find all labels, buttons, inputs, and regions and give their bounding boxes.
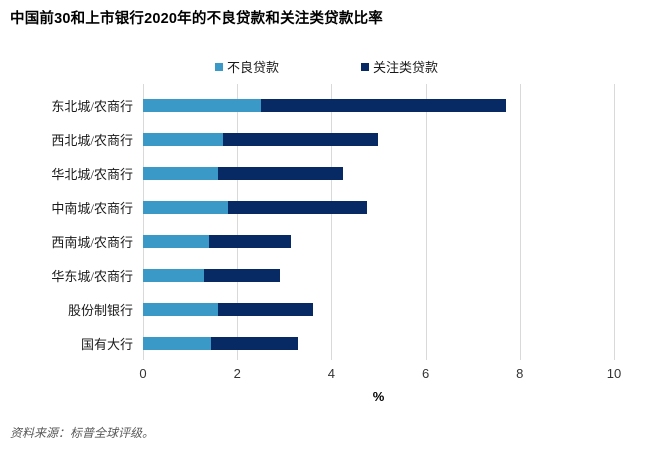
category-label: 西南城/农商行 — [51, 234, 133, 250]
legend-swatch-npl-icon — [214, 62, 223, 71]
chart-title: 中国前30和上市银行2020年的不良贷款和关注类贷款比率 — [10, 11, 383, 27]
bar-segment-special-mention — [227, 200, 367, 214]
bar-row: 华北城/农商行 — [0, 156, 653, 190]
bar-row: 东北城/农商行 — [0, 88, 653, 122]
bar-segment-npl — [143, 98, 261, 112]
bar-row: 西北城/农商行 — [0, 122, 653, 156]
category-label: 股份制银行 — [67, 302, 133, 318]
x-axis-ticks: 0 2 4 6 8 10 — [139, 366, 621, 382]
bar-segment-special-mention — [260, 98, 506, 112]
bar-segment-special-mention — [204, 268, 280, 282]
legend-label-special-mention: 关注类贷款 — [373, 60, 439, 75]
bar-track — [143, 302, 614, 316]
category-label: 华北城/农商行 — [51, 166, 133, 182]
x-tick-label: 2 — [233, 366, 241, 381]
category-label: 华东城/农商行 — [51, 268, 133, 284]
x-tick-label: 4 — [327, 366, 336, 381]
bar-track — [143, 336, 614, 350]
bar-segment-special-mention — [218, 166, 344, 180]
bar-row: 股份制银行 — [0, 292, 653, 326]
bar-track — [143, 234, 614, 248]
bar-segment-special-mention — [218, 302, 313, 316]
x-axis-label: % — [372, 389, 385, 404]
bar-track — [143, 268, 614, 282]
plot-area: 东北城/农商行 西北城/农商行 华北城/农商行 中南城/农商行 西南城/农商行 华东城/农… — [0, 84, 653, 404]
gridline — [614, 84, 615, 360]
bar-segment-npl — [143, 234, 209, 248]
bar-track — [143, 132, 614, 146]
x-tick-label: 10 — [606, 366, 622, 381]
category-label: 东北城/农商行 — [51, 98, 133, 114]
bar-row: 华东城/农商行 — [0, 258, 653, 292]
bar-row: 西南城/农商行 — [0, 224, 653, 258]
x-tick-label: 0 — [139, 366, 147, 381]
x-tick-label: 8 — [516, 366, 524, 381]
bar-track — [143, 166, 614, 180]
bar-segment-npl — [143, 302, 219, 316]
category-label: 中南城/农商行 — [51, 200, 133, 216]
bar-track — [143, 98, 614, 112]
bar-segment-special-mention — [223, 132, 379, 146]
gridline — [519, 84, 521, 360]
bar-segment-special-mention — [211, 336, 299, 350]
bar-row: 中南城/农商行 — [0, 190, 653, 224]
grid-layer — [143, 84, 615, 360]
bar-segment-npl — [143, 268, 205, 282]
bar-segment-npl — [143, 336, 212, 350]
category-label: 国有大行 — [80, 336, 133, 352]
gridline — [425, 84, 427, 360]
legend: 不良贷款 关注类贷款 — [0, 57, 653, 76]
bar-row: 国有大行 — [0, 326, 653, 360]
bar-rows: 东北城/农商行 西北城/农商行 华北城/农商行 中南城/农商行 西南城/农商行 华东城/农… — [0, 88, 653, 360]
gridline — [237, 84, 239, 360]
x-tick-label: 6 — [421, 366, 430, 381]
bar-segment-npl — [143, 200, 228, 214]
category-label: 西北城/农商行 — [51, 132, 133, 148]
gridline — [143, 84, 144, 360]
gridline — [331, 84, 333, 360]
legend-item-special-mention: 关注类贷款 — [361, 57, 438, 76]
legend-swatch-special-mention-icon — [361, 62, 369, 71]
bar-segment-npl — [143, 132, 224, 146]
bar-segment-npl — [143, 166, 219, 180]
source-note: 资料来源：标普全球评级。 — [10, 426, 155, 440]
bar-track — [143, 200, 614, 214]
legend-item-npl: 不良贷款 — [214, 57, 279, 76]
legend-label-npl: 不良贷款 — [226, 60, 279, 75]
bar-segment-special-mention — [208, 234, 292, 248]
